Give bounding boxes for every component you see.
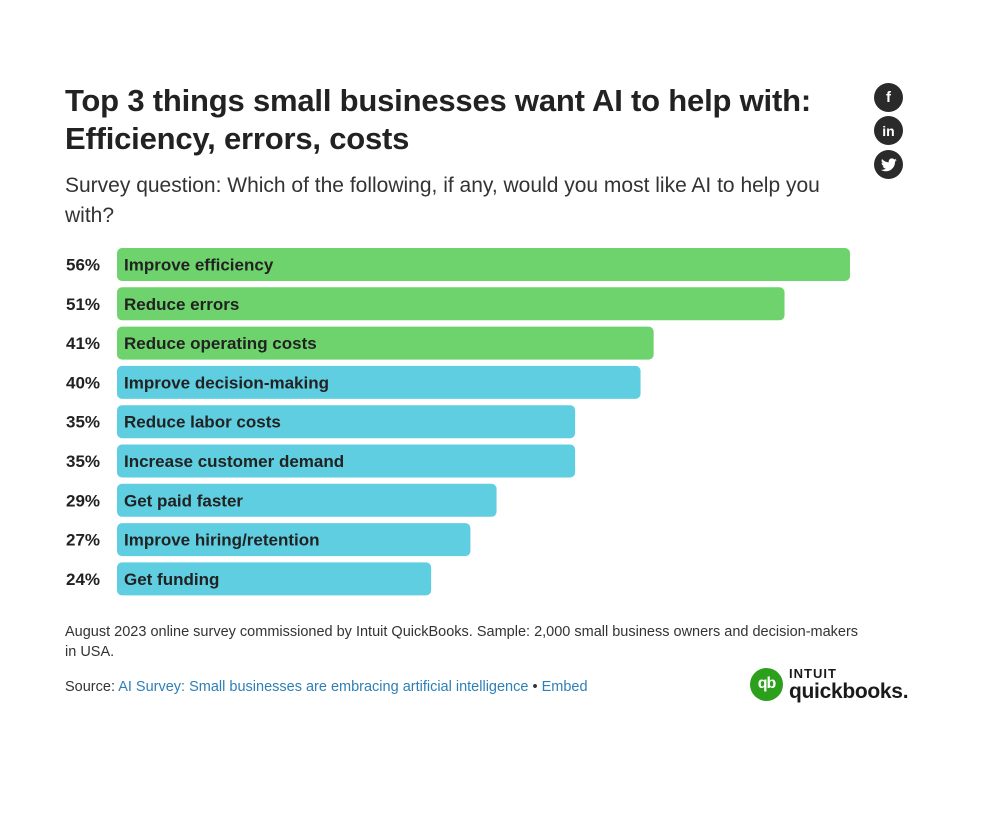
source-prefix: Source: [65, 679, 119, 695]
linkedin-icon: in [882, 122, 895, 139]
bar-2 [117, 326, 654, 360]
logo-quickbooks-dot: . [902, 679, 909, 703]
value-label-2: 41% [66, 334, 100, 353]
value-label-1: 51% [66, 295, 100, 314]
category-label-8: Get funding [124, 570, 219, 589]
category-label-0: Improve efficiency [124, 256, 274, 275]
source-line: Source: AI Survey: Small businesses are … [65, 677, 588, 697]
bar-3 [117, 365, 641, 399]
category-label-2: Reduce operating costs [124, 334, 317, 353]
source-separator: • [528, 679, 542, 695]
category-label-7: Improve hiring/retention [124, 531, 320, 550]
value-label-0: 56% [66, 256, 100, 275]
category-label-6: Get paid faster [124, 491, 243, 510]
category-label-3: Improve decision-making [124, 373, 329, 392]
facebook-icon: f [886, 89, 891, 106]
logo-quickbooks-word: quickbooks [789, 679, 903, 703]
bar-5 [117, 444, 576, 478]
twitter-icon [880, 157, 897, 171]
bar-1 [117, 287, 785, 321]
embed-link[interactable]: Embed [541, 679, 588, 695]
logo-wordmark: INTUIT quickbooks. [789, 665, 909, 703]
bar-4 [117, 405, 576, 439]
source-link[interactable]: AI Survey: Small businesses are embracin… [118, 679, 529, 695]
value-label-6: 29% [66, 491, 100, 510]
linkedin-share-button[interactable]: in [874, 116, 903, 145]
bar-6 [117, 483, 497, 517]
bar-7 [117, 523, 471, 557]
bar-8 [117, 562, 432, 596]
category-label-5: Increase customer demand [124, 452, 344, 471]
value-label-4: 35% [66, 413, 100, 432]
value-label-5: 35% [66, 452, 100, 471]
intuit-quickbooks-logo: qb INTUIT quickbooks. [750, 664, 909, 704]
category-label-1: Reduce errors [124, 295, 239, 314]
quickbooks-logo-icon: qb [750, 667, 783, 701]
bar-0 [117, 248, 850, 281]
value-label-3: 40% [66, 373, 100, 392]
chart-title: Top 3 things small businesses want AI to… [65, 83, 811, 156]
logo-quickbooks-text: quickbooks. [789, 679, 909, 703]
facebook-share-button[interactable]: f [874, 83, 903, 112]
value-label-7: 27% [66, 531, 100, 550]
survey-footnote: August 2023 online survey commissioned b… [65, 624, 859, 660]
category-label-4: Reduce labor costs [124, 413, 281, 432]
value-label-8: 24% [66, 570, 100, 589]
chart-subtitle: Survey question: Which of the following,… [65, 174, 820, 227]
logo-intuit-text: INTUIT [789, 665, 837, 681]
twitter-share-button[interactable] [874, 150, 903, 179]
